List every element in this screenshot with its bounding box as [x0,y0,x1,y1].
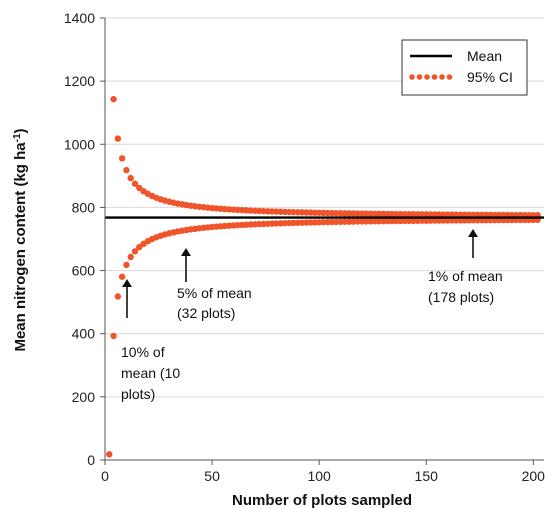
legend-ci-dot [446,74,453,80]
y-tick-label: 200 [72,389,96,405]
ci-upper-point [131,180,139,187]
annotation-1pct-line2: (178 plots) [428,289,494,305]
legend-mean-label: Mean [467,48,502,64]
annotation-1pct-arrowhead [468,229,478,237]
ci-upper-point [110,95,117,103]
y-tick-label: 1200 [64,73,95,89]
x-tick-label: 200 [522,468,546,484]
x-tick-label: 150 [415,468,439,484]
annotation-1pct: 1% of mean (178 plots) [428,229,503,305]
legend-ci-dot [416,74,423,80]
ci-lower-point [110,332,117,340]
x-tick-labels: 0 50 100 150 200 [101,460,545,484]
ci-upper-point [118,155,126,162]
annotation-10pct-arrowhead [122,279,132,287]
annotation-5pct-arrowhead [181,248,191,256]
y-tick-label: 0 [87,452,95,468]
axes [104,18,544,461]
y-tick-labels: 0 200 400 600 800 1000 1200 1400 [64,10,105,468]
legend-ci-dot [439,74,445,80]
annotations: 10% of mean (10 plots) 5% of mean (32 pl… [121,229,503,402]
legend-ci-dot [409,74,415,80]
annotation-10pct-line1: 10% of [121,344,165,360]
y-axis-title-main: Mean nitrogen content (kg ha [12,142,29,352]
y-tick-label: 1400 [64,10,95,26]
annotation-10pct: 10% of mean (10 plots) [121,279,180,402]
legend-ci-label: 95% CI [467,69,513,85]
legend-ci-swatch [409,74,453,80]
y-tick-label: 600 [72,263,96,279]
annotation-10pct-line2: mean (10 [121,365,180,381]
legend: Mean 95% CI [401,39,528,96]
y-axis-title: Mean nitrogen content (kg ha-1) [12,128,29,351]
annotation-5pct: 5% of mean (32 plots) [177,248,252,321]
ci-upper-point [114,135,122,142]
annotation-5pct-line1: 5% of mean [177,285,252,301]
y-axis-title-close: ) [12,128,29,133]
annotation-1pct-line1: 1% of mean [428,268,503,284]
annotation-10pct-line3: plots) [121,386,155,402]
legend-ci-dot [424,74,430,80]
x-tick-label: 100 [307,468,331,484]
ci-lower-point [131,248,139,255]
ci-lower-point [118,273,126,280]
y-tick-label: 800 [72,199,96,215]
y-tick-label: 1000 [64,136,95,152]
y-gridlines [105,17,544,398]
ci-upper-point [123,166,130,174]
x-axis-title: Number of plots sampled [232,492,412,509]
ci-lower-point [114,293,122,300]
ci-lower-point [123,261,130,269]
y-axis-title-superscript: -1 [12,133,23,142]
x-tick-label: 50 [204,468,220,484]
ci-upper-point [127,174,134,182]
ci-lower-point [127,253,134,261]
ci-points [106,95,541,458]
ci-lower-point [106,451,113,458]
y-tick-label: 400 [72,326,96,342]
annotation-5pct-line2: (32 plots) [177,305,235,321]
x-tick-label: 0 [101,468,109,484]
legend-ci-dot [431,74,438,80]
legend-box [401,39,528,96]
